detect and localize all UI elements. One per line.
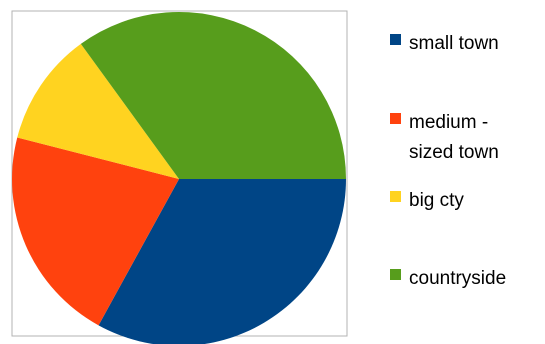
legend-label-small-town: small town	[409, 33, 499, 54]
legend: small town medium -sized town big cty count…	[390, 33, 506, 289]
legend-swatch-countryside	[390, 269, 401, 280]
pie-slice-countryside	[80, 11, 346, 179]
legend-swatch-small-town	[390, 34, 401, 45]
legend-label-countryside: countryside	[409, 268, 506, 289]
pie-slice-big-cty	[17, 43, 179, 179]
pie-slice-medium-sized-town	[12, 137, 179, 326]
legend-label-big-cty: big cty	[409, 190, 464, 211]
legend-swatch-medium-sized-town	[390, 113, 401, 124]
pie-slice-small-town	[98, 179, 346, 344]
legend-swatch-big-cty	[390, 191, 401, 202]
legend-label-medium-sized-town: medium -sized town	[409, 112, 499, 163]
pie-slices	[12, 11, 346, 344]
